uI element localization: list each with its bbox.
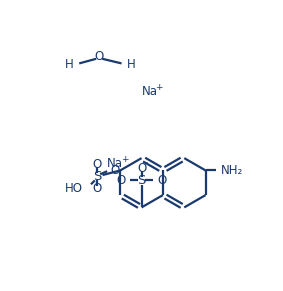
Text: NH₂: NH₂ [221, 164, 243, 177]
Text: +: + [121, 155, 128, 164]
Text: +: + [156, 83, 163, 92]
Text: Na: Na [107, 157, 123, 170]
Text: H: H [127, 58, 136, 71]
Text: O: O [93, 182, 102, 196]
Text: O: O [158, 174, 167, 187]
Text: O: O [137, 162, 146, 175]
Text: O: O [95, 50, 104, 63]
Text: HO: HO [65, 182, 83, 196]
Text: H: H [65, 58, 74, 71]
Text: S: S [137, 174, 146, 187]
Text: Na: Na [142, 85, 158, 97]
Text: S: S [93, 170, 101, 183]
Text: ⁻: ⁻ [144, 161, 149, 170]
Text: O: O [116, 174, 125, 187]
Text: O: O [93, 158, 102, 171]
Text: O: O [110, 164, 119, 177]
